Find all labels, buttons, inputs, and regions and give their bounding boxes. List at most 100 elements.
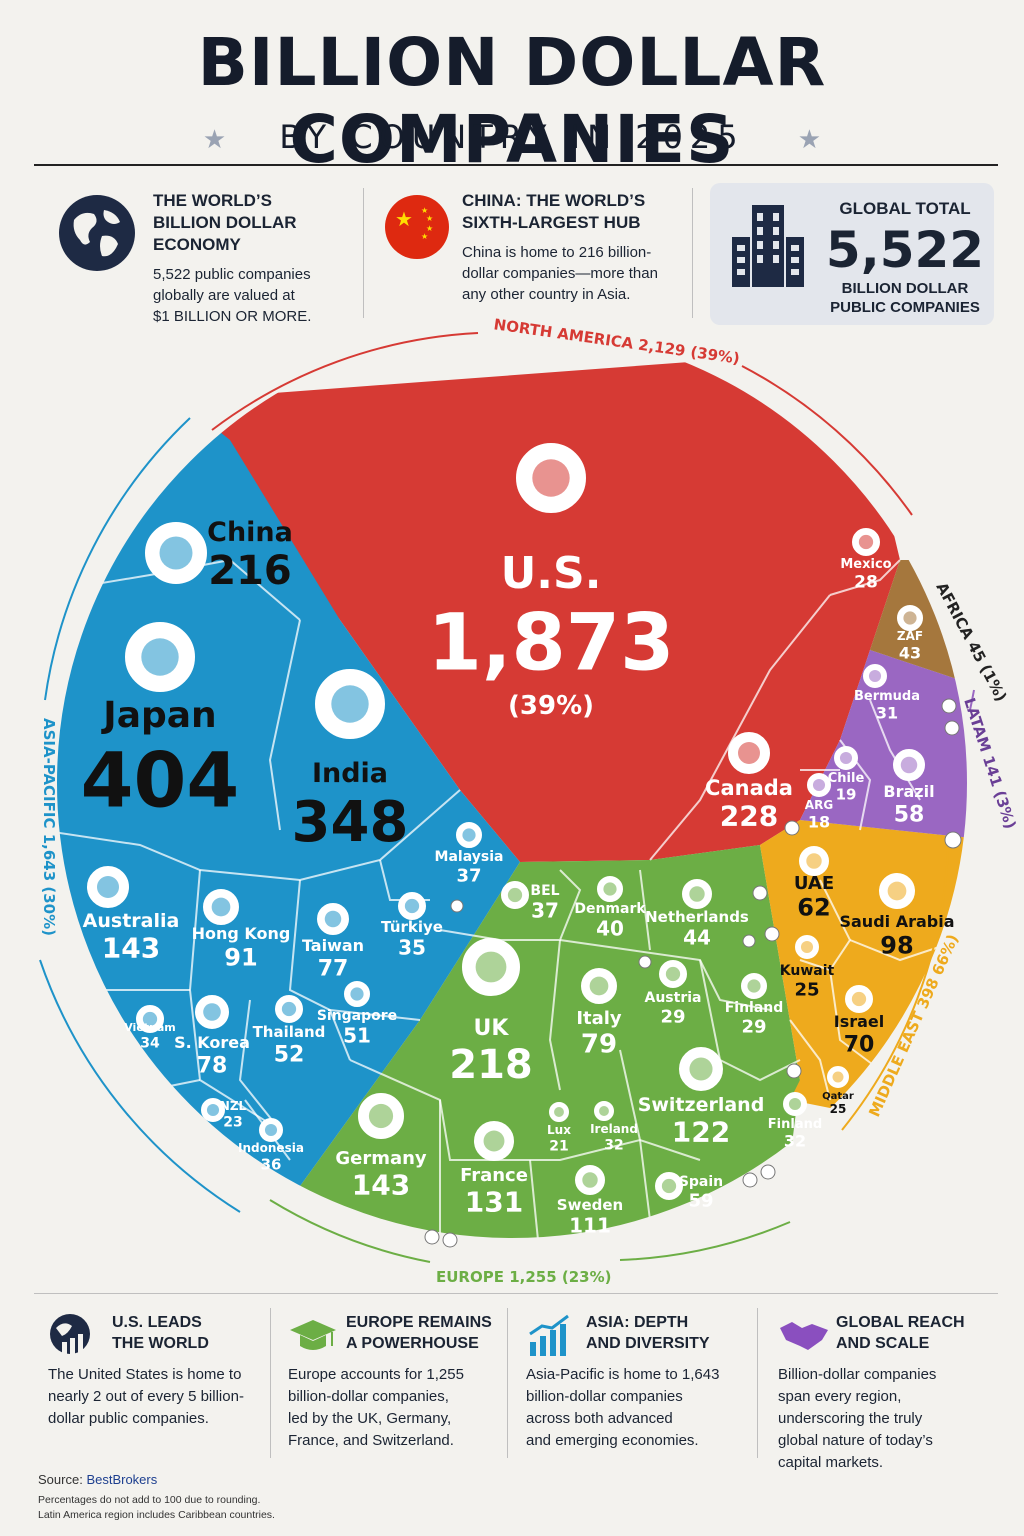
- country-value-malaysia: 37: [456, 865, 481, 886]
- country-value-china: 216: [208, 548, 292, 594]
- bottom-rule: [34, 1293, 998, 1294]
- country-value-bel: 37: [531, 898, 559, 922]
- country-value-israel: 70: [844, 1032, 875, 1057]
- country-name-chile: Chile: [828, 771, 865, 786]
- page-title: BILLION DOLLAR COMPANIES: [197, 24, 827, 178]
- austria-flag-icon: [659, 960, 687, 988]
- country-name-italy: Italy: [576, 1008, 622, 1029]
- country-name-ireland: Ireland: [590, 1122, 638, 1136]
- country-name-netherlands: Netherlands: [645, 908, 749, 926]
- taiwan-flag-icon: [317, 903, 349, 935]
- europe-panel: EUROPE REMAINS A POWERHOUSE Europe accoun…: [288, 1312, 503, 1452]
- country-name-uae: UAE: [794, 873, 834, 894]
- country-name-vietnam: Vietnam: [124, 1021, 176, 1034]
- asia-text: Asia-Pacific is home to 1,643 billion-dol…: [526, 1366, 720, 1449]
- country-value-thailand: 52: [274, 1042, 305, 1067]
- country-value-kuwait: 25: [794, 979, 819, 1000]
- handshake-icon: [780, 1322, 828, 1350]
- svg-text:★: ★: [421, 232, 428, 241]
- country-value-mexico: 28: [854, 572, 878, 592]
- country-name-u-s: U.S.: [501, 548, 602, 599]
- voronoi-chart: NORTH AMERICA 2,129 (39%) ASIA-PACIFIC 1…: [39, 315, 1020, 1286]
- building-icon: [732, 205, 804, 287]
- country-pct-u-s: (39%): [508, 691, 594, 721]
- divider: [692, 188, 693, 318]
- region-europe: [290, 845, 800, 1241]
- country-name-hong-kong: Hong Kong: [192, 924, 291, 943]
- country-value-denmark: 40: [596, 916, 624, 940]
- bel-flag-icon: [501, 881, 529, 909]
- europe-title: EUROPE REMAINS A POWERHOUSE: [346, 1314, 492, 1352]
- denmark-flag-icon: [597, 876, 623, 902]
- china-flag-icon: [145, 522, 207, 584]
- global-reach-title: GLOBAL REACH AND SCALE: [836, 1314, 965, 1352]
- country-name-t-rkiye: Türkiye: [381, 918, 443, 936]
- country-name-switzerland: Switzerland: [638, 1094, 765, 1116]
- footnote: Percentages do not add to 100 due to rou…: [38, 1494, 261, 1506]
- uae-flag-icon: [799, 846, 829, 876]
- country-value-japan: 404: [81, 736, 240, 825]
- italy-flag-icon: [581, 968, 617, 1004]
- kuwait-flag-icon: [795, 935, 819, 959]
- us-leads-title: U.S. LEADS THE WORLD: [112, 1314, 209, 1352]
- country-value-uae: 62: [797, 893, 830, 921]
- region-north-america: [180, 350, 900, 862]
- country-value-ireland: 32: [604, 1137, 623, 1153]
- country-name-nzl: NZL: [220, 1099, 247, 1113]
- indonesia-flag-icon: [259, 1118, 283, 1142]
- hong-kong-flag-icon: [203, 889, 239, 925]
- chile-flag-icon: [834, 746, 858, 770]
- canada-flag-icon: [728, 732, 770, 774]
- brazil-flag-icon: [893, 749, 925, 781]
- country-name-china: China: [207, 517, 293, 548]
- nzl-flag-icon: [201, 1098, 225, 1122]
- s-korea-flag-icon: [195, 995, 229, 1029]
- source-name: BestBrokers: [86, 1472, 158, 1487]
- india-flag-icon: [315, 669, 385, 739]
- region-asia-pacific: [54, 400, 520, 1200]
- header-rule: [34, 164, 998, 166]
- country-value-u-s: 1,873: [428, 599, 675, 689]
- global-reach-panel: GLOBAL REACH AND SCALE Billion-dollar com…: [778, 1312, 1003, 1474]
- lux-flag-icon: [549, 1102, 569, 1122]
- country-name-thailand: Thailand: [253, 1023, 326, 1041]
- country-name-singapore: Singapore: [317, 1008, 397, 1024]
- china-flag-icon: ★ ★ ★ ★ ★: [385, 195, 449, 259]
- country-name-finland: Finland: [725, 1000, 784, 1016]
- country-value-hong-kong: 91: [224, 943, 257, 971]
- country-value-austria: 29: [660, 1006, 685, 1027]
- country-name-bel: BEL: [530, 883, 559, 899]
- region-arcs: [39, 332, 975, 1263]
- country-name-qatar: Qatar: [822, 1091, 854, 1102]
- country-value-sweden: 111: [569, 1213, 611, 1237]
- country-value-qatar: 25: [830, 1102, 847, 1116]
- country-value-spain: 59: [688, 1190, 713, 1211]
- country-value-france: 131: [465, 1186, 523, 1219]
- country-value-t-rkiye: 35: [398, 935, 426, 959]
- country-name-israel: Israel: [834, 1012, 885, 1031]
- region-label-europe: EUROPE 1,255 (23%): [436, 1268, 611, 1286]
- country-name-indonesia: Indonesia: [238, 1141, 304, 1155]
- country-name-australia: Australia: [83, 910, 180, 932]
- country-value-italy: 79: [581, 1030, 617, 1060]
- country-name-india: India: [312, 758, 388, 789]
- malaysia-flag-icon: [456, 822, 482, 848]
- china-text: China is home to 216 billion-dollar comp…: [462, 244, 658, 303]
- country-name-canada: Canada: [705, 776, 793, 800]
- t-rkiye-flag-icon: [398, 892, 426, 920]
- arg-flag-icon: [807, 773, 831, 797]
- asia-panel: ASIA: DEPTH AND DIVERSITY Asia-Pacific is…: [526, 1312, 751, 1452]
- country-flags: [87, 443, 925, 1200]
- singapore-flag-icon: [344, 981, 370, 1007]
- country-name-taiwan: Taiwan: [302, 936, 364, 955]
- mexico-flag-icon: [852, 528, 880, 556]
- economy-text: 5,522 public companies globally are value…: [153, 266, 312, 325]
- country-value-australia: 143: [102, 932, 160, 965]
- globe-icon: [59, 195, 135, 271]
- uk-flag-icon: [462, 938, 520, 996]
- global-total-box: GLOBAL TOTAL 5,522 BILLION DOLLAR PUBLIC …: [710, 183, 994, 325]
- europe-text: Europe accounts for 1,255 billion-dollar …: [288, 1366, 464, 1449]
- country-name-kuwait: Kuwait: [780, 963, 835, 979]
- global-total-label: GLOBAL TOTAL: [839, 199, 971, 218]
- region-latam: [800, 650, 970, 840]
